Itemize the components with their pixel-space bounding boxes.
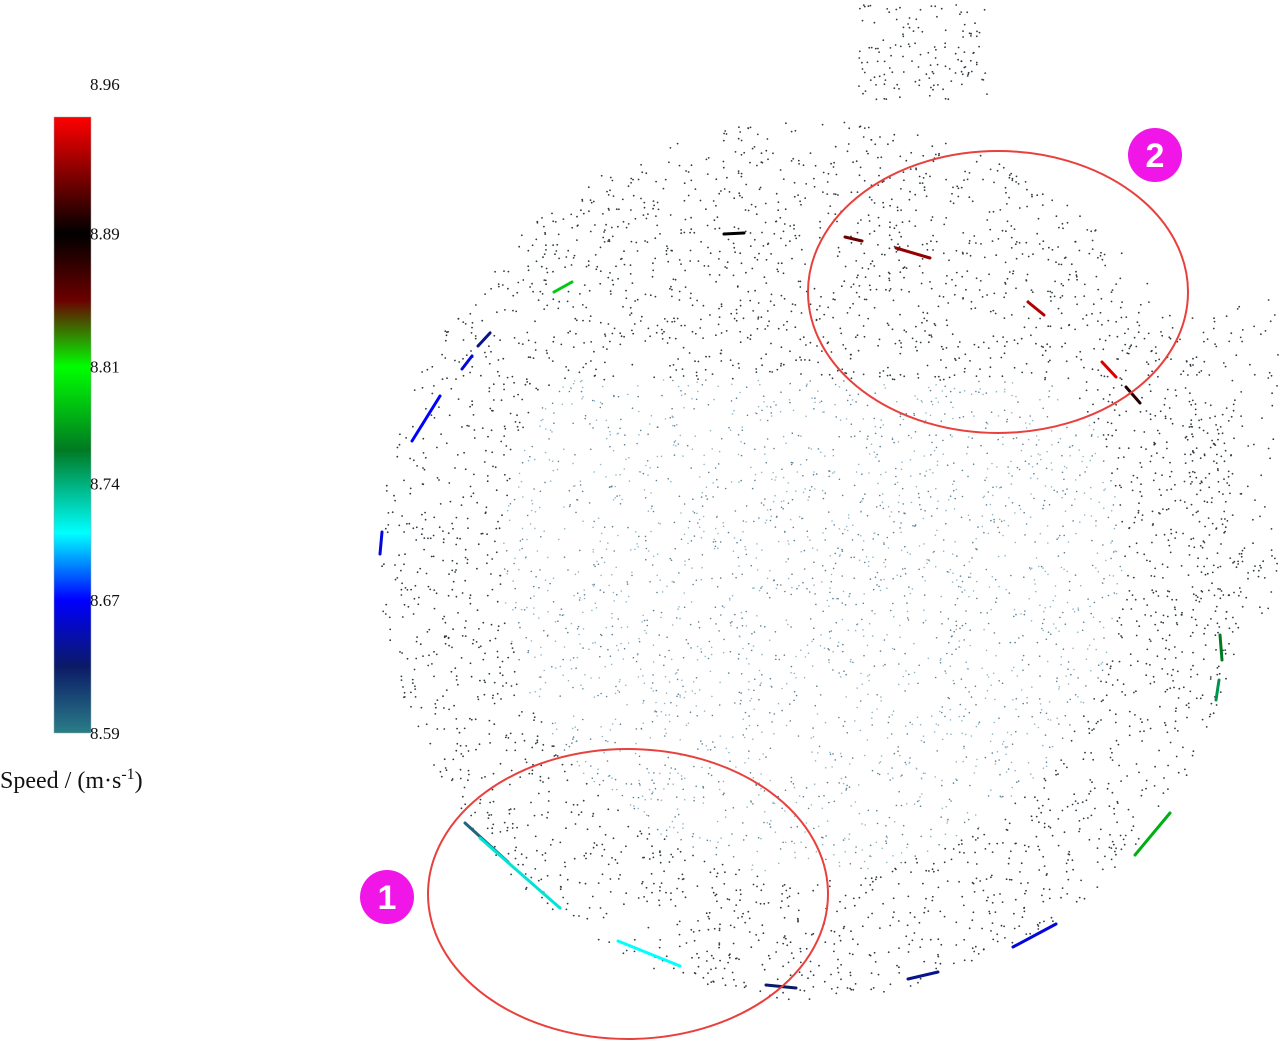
speed-segment — [1100, 360, 1118, 379]
colorbar-unit-label: Speed / (m·s-1) — [0, 766, 143, 794]
region-1-badge — [360, 870, 414, 924]
speed-segment — [1011, 922, 1058, 949]
region-2: 2 — [807, 128, 1189, 434]
point-cloud — [380, 4, 1279, 1001]
speed-segment — [410, 394, 442, 443]
region-1-ellipse — [427, 748, 829, 1040]
region-2-ellipse — [807, 150, 1189, 434]
speed-segment — [552, 280, 574, 294]
speed-segment — [476, 331, 492, 348]
region-1: 1 — [360, 748, 829, 1040]
colorbar-gradient — [53, 116, 92, 734]
unit-main: Speed / (m·s — [0, 768, 121, 794]
speed-segment — [616, 939, 682, 968]
speed-segment — [1133, 811, 1172, 857]
colorbar: 8.96 8.89 8.81 8.74 8.67 8.59 Speed / (m·s-1) — [0, 75, 143, 794]
unit-end: ) — [135, 768, 143, 794]
colorbar-tick-label: 8.96 — [90, 75, 120, 94]
speed-segment — [722, 231, 746, 236]
colorbar-tick-label: 8.74 — [90, 474, 120, 493]
highlighted-speed-segments — [378, 231, 1224, 990]
region-1-badge-label: 1 — [378, 879, 397, 917]
speed-segment — [906, 970, 940, 981]
speed-segment — [460, 354, 474, 371]
colorbar-tick-label: 8.59 — [90, 724, 120, 743]
speed-segment — [478, 836, 562, 910]
colorbar-tick-label: 8.67 — [90, 591, 120, 610]
colorbar-ticks: 8.96 8.89 8.81 8.74 8.67 8.59 — [90, 75, 120, 743]
colorbar-tick-label: 8.81 — [90, 358, 120, 377]
colorbar-tick-label: 8.89 — [90, 225, 120, 244]
speed-segment — [894, 246, 932, 260]
speed-segment — [1214, 678, 1221, 702]
unit-superscript: -1 — [121, 766, 134, 783]
speed-segment — [843, 235, 864, 243]
region-2-badge-label: 2 — [1146, 137, 1165, 175]
region-2-badge — [1128, 128, 1182, 182]
speed-segment — [1124, 385, 1142, 405]
speed-segment — [1026, 300, 1046, 317]
speed-segment — [378, 530, 384, 556]
speed-segment — [1218, 633, 1224, 662]
